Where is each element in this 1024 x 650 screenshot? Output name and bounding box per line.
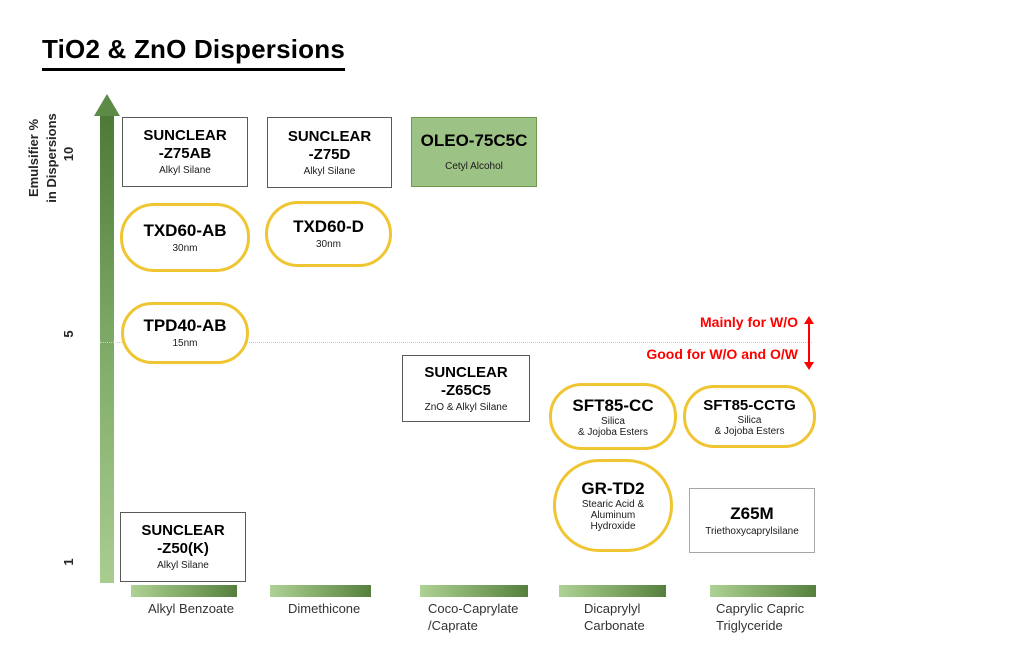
product-coating-line1: Silica <box>601 415 625 427</box>
product-name: OLEO-75C5C <box>420 131 528 150</box>
product-name: SUNCLEAR <box>424 363 508 381</box>
product-coating: Triethoxycaprylsilane <box>705 525 799 537</box>
product-sft85-cc: SFT85-CC Silica & Jojoba Esters <box>549 383 677 450</box>
y-tick-1: 1 <box>61 558 76 566</box>
product-coating: Cetyl Alcohol <box>445 161 503 172</box>
y-axis-label-line1: Emulsifier % <box>26 118 41 198</box>
product-txd60-d: TXD60-D 30nm <box>265 201 392 267</box>
red-arrow-down-icon <box>804 362 814 370</box>
annotation-good-wo-ow: Good for W/O and O/W <box>646 346 798 362</box>
category-label-line1: Alkyl Benzoate <box>148 601 234 616</box>
product-name-line2: -Z65C5 <box>440 381 492 399</box>
red-arrow-up-icon <box>804 316 814 324</box>
product-name: GR-TD2 <box>581 479 645 498</box>
product-coating: ZnO & Alkyl Silane <box>424 401 508 413</box>
product-name: SUNCLEAR <box>143 127 227 144</box>
category-bar-dimethicone <box>270 585 371 597</box>
product-particle-size: 30nm <box>315 239 341 250</box>
product-name: TXD60-D <box>293 217 364 236</box>
category-label-line2: Triglyceride <box>716 618 783 633</box>
product-name: TXD60-AB <box>143 220 227 240</box>
page-title: TiO2 & ZnO Dispersions <box>42 34 345 71</box>
category-label-line1: Dimethicone <box>288 601 361 616</box>
y-axis-arrow-shaft <box>100 112 114 583</box>
category-label-coco-caprylate: Coco-Caprylate /Caprate <box>428 600 518 634</box>
category-label-line2: Carbonate <box>584 618 645 633</box>
product-z65m: Z65M Triethoxycaprylsilane <box>689 488 815 553</box>
product-coating: Alkyl Silane <box>157 560 209 571</box>
y-axis-arrow-head-icon <box>94 94 120 116</box>
category-bar-coco-caprylate <box>420 585 528 597</box>
product-sunclear-z75d: SUNCLEAR -Z75D Alkyl Silane <box>267 117 392 188</box>
category-label-alkyl-benzoate: Alkyl Benzoate <box>148 600 234 617</box>
category-label-caprylic-capric: Caprylic Capric Triglyceride <box>716 600 804 634</box>
category-label-line1: Caprylic Capric <box>716 601 805 616</box>
product-coating-line3: Hydroxide <box>590 521 636 532</box>
product-name: SUNCLEAR <box>141 522 225 539</box>
red-double-arrow-line <box>808 322 810 364</box>
product-oleo-75c5c: OLEO-75C5C Cetyl Alcohol <box>411 117 537 187</box>
product-sft85-cctg: SFT85-CCTG Silica & Jojoba Esters <box>683 385 816 448</box>
product-coating-line2: & Jojoba Esters <box>577 426 649 438</box>
product-name: SFT85-CC <box>572 395 654 415</box>
product-particle-size: 15nm <box>172 338 198 349</box>
product-sunclear-z65c5: SUNCLEAR -Z65C5 ZnO & Alkyl Silane <box>402 355 530 422</box>
product-coating: Alkyl Silane <box>303 165 356 177</box>
y-axis-label-line2: in Dispersions <box>44 113 59 203</box>
product-tpd40-ab: TPD40-AB 15nm <box>121 302 249 364</box>
product-coating-line2: Aluminum <box>590 510 636 521</box>
product-coating-line2: & Jojoba Esters <box>714 425 785 437</box>
product-coating: Alkyl Silane <box>159 165 211 176</box>
category-bar-caprylic-capric <box>710 585 816 597</box>
category-label-line1: Dicaprylyl <box>584 601 641 616</box>
product-name: TPD40-AB <box>143 316 227 335</box>
category-label-line2: /Caprate <box>428 618 478 633</box>
category-label-dicaprylyl-carbonate: Dicaprylyl Carbonate <box>584 600 645 634</box>
product-name-line2: -Z75AB <box>158 145 212 162</box>
gridline-5pct <box>100 342 812 343</box>
y-tick-10: 10 <box>61 146 76 162</box>
product-name-line2: -Z50(K) <box>157 540 209 557</box>
y-tick-5: 5 <box>61 330 76 338</box>
category-bar-alkyl-benzoate <box>131 585 237 597</box>
category-bar-dicaprylyl-carbonate <box>559 585 666 597</box>
product-txd60-ab: TXD60-AB 30nm <box>120 203 250 272</box>
product-coating-line1: Silica <box>737 414 762 426</box>
category-label-line1: Coco-Caprylate <box>428 601 519 616</box>
annotation-mainly-wo: Mainly for W/O <box>700 314 798 330</box>
product-name: Z65M <box>730 503 774 523</box>
product-sunclear-z50k: SUNCLEAR -Z50(K) Alkyl Silane <box>120 512 246 582</box>
product-coating-line1: Stearic Acid & <box>581 499 645 510</box>
y-axis-label: Emulsifier % in Dispersions <box>25 85 63 231</box>
product-sunclear-z75ab: SUNCLEAR -Z75AB Alkyl Silane <box>122 117 248 187</box>
product-particle-size: 30nm <box>172 242 198 254</box>
product-gr-td2: GR-TD2 Stearic Acid & Aluminum Hydroxide <box>553 459 673 552</box>
category-label-dimethicone: Dimethicone <box>288 600 360 617</box>
product-name: SFT85-CCTG <box>703 396 796 414</box>
product-name: SUNCLEAR <box>287 127 372 145</box>
product-name-line2: -Z75D <box>308 145 351 163</box>
